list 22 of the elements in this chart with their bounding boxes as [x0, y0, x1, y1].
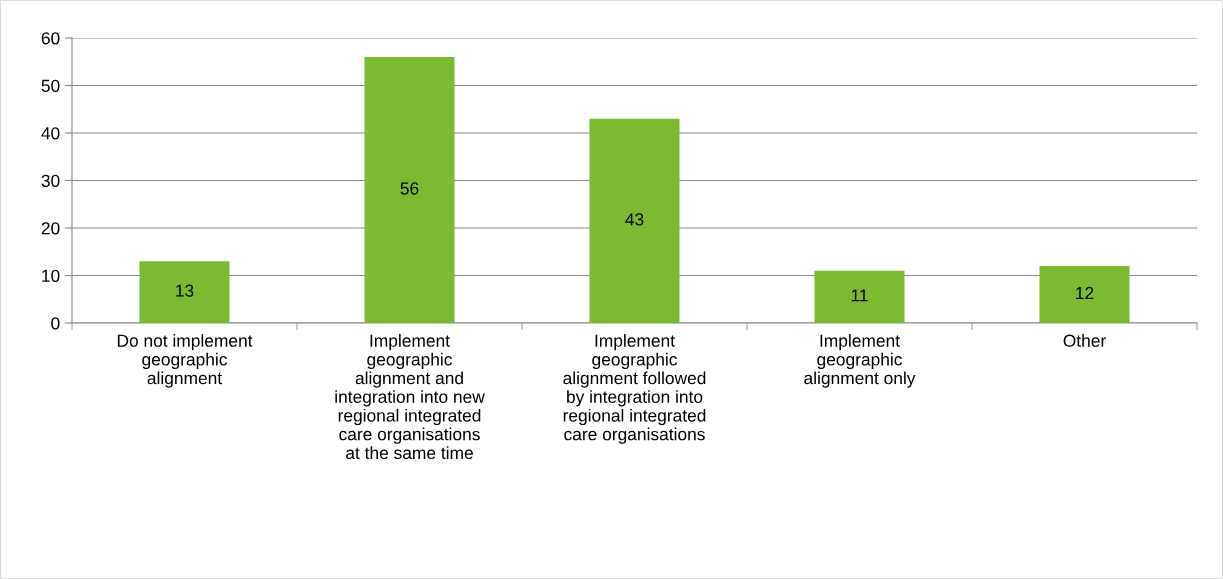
y-tick-label: 40 — [41, 127, 60, 140]
bar — [589, 118, 680, 323]
y-tick-label: 60 — [41, 32, 60, 45]
data-label: 11 — [851, 289, 868, 302]
bar — [1039, 266, 1130, 323]
y-tick-label: 0 — [51, 317, 60, 330]
data-label: 12 — [1076, 286, 1094, 299]
y-tick-label: 30 — [41, 174, 60, 187]
data-label: 13 — [176, 284, 194, 297]
x-tick-label: Implement geographic alignment only — [804, 334, 916, 388]
x-tick-label: Other — [1063, 334, 1106, 347]
x-tick-label: Implement geographic alignment and integration into new regional integrated care organisations at the same time — [335, 334, 485, 460]
x-tick-label: Implement geographic alignment followed by integration into regional integrated care organisations — [563, 334, 706, 444]
data-label: 43 — [625, 213, 644, 226]
y-tick-label: 20 — [41, 222, 60, 235]
data-label: 56 — [400, 182, 419, 195]
bar — [139, 261, 230, 323]
bar — [814, 270, 905, 323]
y-tick-label: 10 — [42, 269, 60, 282]
bar — [364, 57, 455, 323]
y-tick-label: 50 — [41, 79, 60, 92]
x-tick-label: Do not implement geographic alignment — [117, 334, 253, 388]
